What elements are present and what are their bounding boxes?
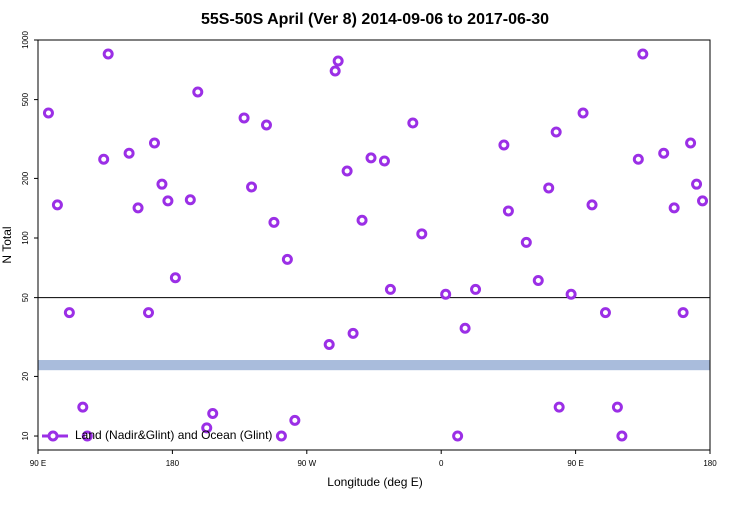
point [102, 48, 114, 60]
x-axis-label: Longitude (deg E) [327, 475, 422, 489]
y-tick-label: 1000 [21, 31, 30, 49]
point [148, 137, 160, 149]
point [459, 322, 471, 334]
point [77, 401, 89, 413]
point [332, 55, 344, 67]
point [63, 307, 75, 319]
chart-title: 55S-50S April (Ver 8) 2014-09-06 to 2017… [201, 11, 549, 28]
x-tick-label: 0 [439, 459, 444, 468]
point [384, 283, 396, 295]
point [162, 195, 174, 207]
point [98, 153, 110, 165]
y-tick-label: 50 [21, 293, 30, 302]
point [611, 401, 623, 413]
point [260, 119, 272, 131]
point [289, 414, 301, 426]
x-tick-label: 180 [703, 459, 717, 468]
point [169, 272, 181, 284]
point [201, 422, 213, 434]
legend-marker [47, 430, 59, 442]
point [565, 288, 577, 300]
x-tick-label: 90 W [297, 459, 316, 468]
point [365, 152, 377, 164]
point [143, 307, 155, 319]
point [238, 112, 250, 124]
band [38, 360, 710, 371]
point [677, 307, 689, 319]
point [470, 283, 482, 295]
point [520, 236, 532, 248]
point [51, 199, 63, 211]
point [356, 214, 368, 226]
point [275, 430, 287, 442]
point [658, 147, 670, 159]
point [268, 216, 280, 228]
point [550, 126, 562, 138]
point [156, 178, 168, 190]
y-tick-label: 10 [21, 431, 30, 440]
point [668, 202, 680, 214]
point [184, 194, 196, 206]
point [246, 181, 258, 193]
y-axis-label: N Total [0, 226, 14, 263]
point [452, 430, 464, 442]
point [697, 195, 709, 207]
point [407, 117, 419, 129]
y-tick-label: 200 [21, 171, 30, 185]
point [416, 228, 428, 240]
point [532, 275, 544, 287]
point [632, 153, 644, 165]
point [281, 253, 293, 265]
point [323, 338, 335, 350]
point [502, 205, 514, 217]
point [42, 107, 54, 119]
point [586, 199, 598, 211]
y-tick-label: 500 [21, 92, 30, 106]
point [691, 178, 703, 190]
point [440, 288, 452, 300]
y-tick-label: 20 [21, 371, 30, 380]
point [132, 202, 144, 214]
x-tick-label: 180 [166, 459, 180, 468]
plot-frame [37, 39, 711, 451]
x-tick-label: 90 E [30, 459, 46, 468]
point [553, 401, 565, 413]
point [616, 430, 628, 442]
point [347, 327, 359, 339]
point [123, 147, 135, 159]
point [81, 430, 93, 442]
point [543, 182, 555, 194]
legend-label: Land (Nadir&Glint) and Ocean (Glint) [75, 428, 272, 442]
point [599, 307, 611, 319]
point [329, 65, 341, 77]
point [685, 137, 697, 149]
point [577, 107, 589, 119]
point [378, 155, 390, 167]
point [341, 165, 353, 177]
x-tick-label: 90 E [567, 459, 583, 468]
point [192, 86, 204, 98]
point [637, 48, 649, 60]
point [207, 407, 219, 419]
point [498, 139, 510, 151]
y-tick-label: 100 [21, 231, 30, 245]
